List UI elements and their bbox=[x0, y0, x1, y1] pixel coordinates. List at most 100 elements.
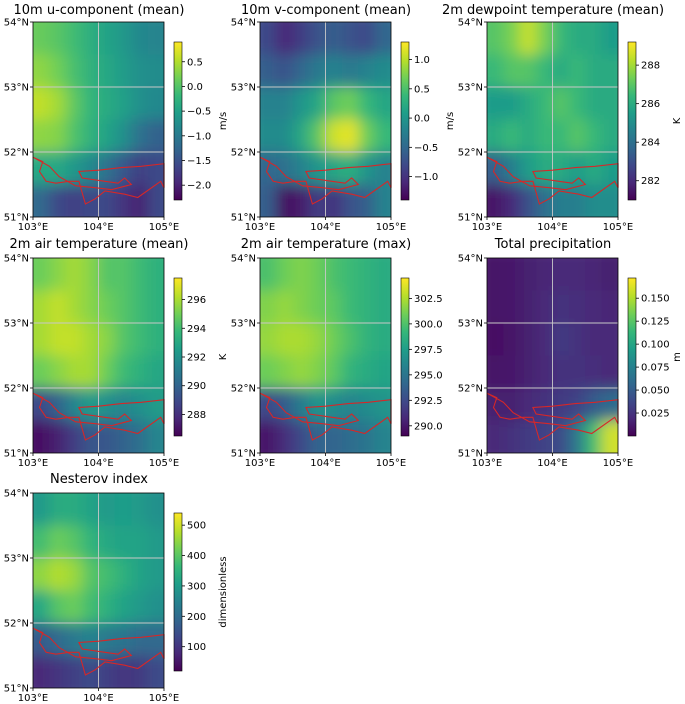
heatmap-cell bbox=[65, 22, 83, 56]
heatmap-cell bbox=[49, 323, 67, 357]
colorbar-tick-label: 100 bbox=[187, 642, 206, 653]
heatmap-cells bbox=[260, 22, 391, 217]
heatmap-cell bbox=[568, 87, 587, 121]
heatmap-cell bbox=[49, 525, 67, 559]
heatmap-cell bbox=[487, 87, 505, 121]
heatmap-cell bbox=[33, 355, 51, 389]
y-tick-label: 53°N bbox=[231, 319, 256, 330]
heatmap-cell bbox=[292, 420, 310, 453]
heatmap-cell bbox=[147, 590, 164, 624]
heatmap-cell bbox=[568, 184, 587, 217]
heatmap-cell bbox=[536, 152, 554, 186]
heatmap-cell bbox=[358, 355, 376, 389]
colorbar-tick-label: 0.0 bbox=[414, 114, 430, 125]
heatmap-cell bbox=[292, 290, 310, 324]
heatmap-cell bbox=[49, 558, 67, 592]
heatmap-cell bbox=[487, 22, 505, 56]
heatmap-cell bbox=[374, 54, 391, 88]
heatmap-cell bbox=[49, 420, 67, 453]
y-tick-label: 52°N bbox=[4, 148, 29, 159]
colorbar-tick-label: 292 bbox=[187, 353, 206, 364]
y-tick-label: 51°N bbox=[231, 213, 256, 224]
heatmap-cell bbox=[147, 493, 164, 527]
heatmap-cell bbox=[131, 590, 149, 624]
heatmap-cell bbox=[503, 355, 521, 389]
heatmap-cell bbox=[552, 355, 570, 389]
x-tick-label: 105°E bbox=[149, 458, 179, 469]
y-tick-label: 52°N bbox=[458, 384, 483, 395]
heatmap-cell bbox=[341, 388, 360, 422]
heatmap-cell bbox=[276, 54, 294, 88]
panel-title: 10m u-component (mean) bbox=[14, 3, 185, 18]
heatmap-cell bbox=[519, 323, 537, 357]
heatmap-cell bbox=[147, 420, 164, 453]
colorbar-tick-label: 0.125 bbox=[641, 317, 670, 328]
colorbar-tick-label: 200 bbox=[187, 612, 206, 623]
y-tick-label: 51°N bbox=[4, 449, 29, 460]
heatmap-cell bbox=[114, 590, 133, 624]
heatmap-cell bbox=[309, 388, 327, 422]
panel-u10: 10m u-component (mean) 103°E 104°E 105°E 51… bbox=[4, 3, 229, 233]
heatmap-cell bbox=[568, 22, 587, 56]
heatmap-cell bbox=[147, 22, 164, 56]
heatmap-cell bbox=[309, 87, 327, 121]
y-tick-label: 52°N bbox=[4, 619, 29, 630]
heatmap-cell bbox=[49, 152, 67, 186]
heatmap-cell bbox=[82, 558, 100, 592]
heatmap-cell bbox=[374, 119, 391, 153]
heatmap-cell bbox=[487, 388, 505, 422]
heatmap-cell bbox=[131, 119, 149, 153]
heatmap-cell bbox=[292, 152, 310, 186]
heatmap-cell bbox=[503, 290, 521, 324]
heatmap bbox=[33, 22, 164, 217]
y-tick-label: 53°N bbox=[4, 319, 29, 330]
heatmap-cell bbox=[585, 290, 603, 324]
heatmap-cell bbox=[49, 119, 67, 153]
heatmap-cell bbox=[536, 323, 554, 357]
heatmap-cell bbox=[49, 623, 67, 657]
heatmap-cell bbox=[358, 258, 376, 292]
heatmap-cell bbox=[503, 119, 521, 153]
region-boundary bbox=[259, 392, 392, 441]
heatmap-cell bbox=[341, 420, 360, 453]
heatmap-cell bbox=[358, 119, 376, 153]
heatmap-cell bbox=[82, 388, 100, 422]
heatmap-cell bbox=[49, 54, 67, 88]
heatmap-cell bbox=[309, 22, 327, 56]
heatmap-cell bbox=[374, 258, 391, 292]
heatmap-cell bbox=[503, 184, 521, 217]
heatmap-cell bbox=[519, 355, 537, 389]
heatmap-cell bbox=[260, 258, 278, 292]
heatmap-cell bbox=[358, 323, 376, 357]
colorbar-tick-label: −2.0 bbox=[187, 181, 211, 192]
heatmap-cell bbox=[276, 184, 294, 217]
heatmap-cell bbox=[131, 258, 149, 292]
heatmap-cell bbox=[260, 152, 278, 186]
heatmap-cell bbox=[65, 54, 83, 88]
heatmap-cell bbox=[260, 290, 278, 324]
heatmap-cell bbox=[49, 258, 67, 292]
heatmap-cell bbox=[341, 152, 360, 186]
x-tick-label: 103°E bbox=[245, 458, 275, 469]
heatmap-cell bbox=[552, 388, 570, 422]
colorbar-tick-label: −1.0 bbox=[187, 131, 211, 142]
heatmap-cell bbox=[114, 258, 133, 292]
heatmap-cell bbox=[503, 388, 521, 422]
heatmap-cell bbox=[374, 355, 391, 389]
heatmap-cell bbox=[276, 355, 294, 389]
heatmap-cell bbox=[374, 152, 391, 186]
heatmap-cell bbox=[552, 152, 570, 186]
heatmap-cell bbox=[114, 355, 133, 389]
heatmap bbox=[487, 258, 618, 453]
x-tick-label: 103°E bbox=[472, 458, 502, 469]
heatmap-cell bbox=[82, 323, 100, 357]
heatmap-cell bbox=[374, 388, 391, 422]
heatmap-cell bbox=[147, 87, 164, 121]
heatmap-cell bbox=[519, 258, 537, 292]
x-tick-label: 104°E bbox=[310, 222, 340, 233]
heatmap-cell bbox=[49, 87, 67, 121]
heatmap-cell bbox=[65, 152, 83, 186]
heatmap-cell bbox=[568, 54, 587, 88]
y-tick-label: 52°N bbox=[4, 384, 29, 395]
